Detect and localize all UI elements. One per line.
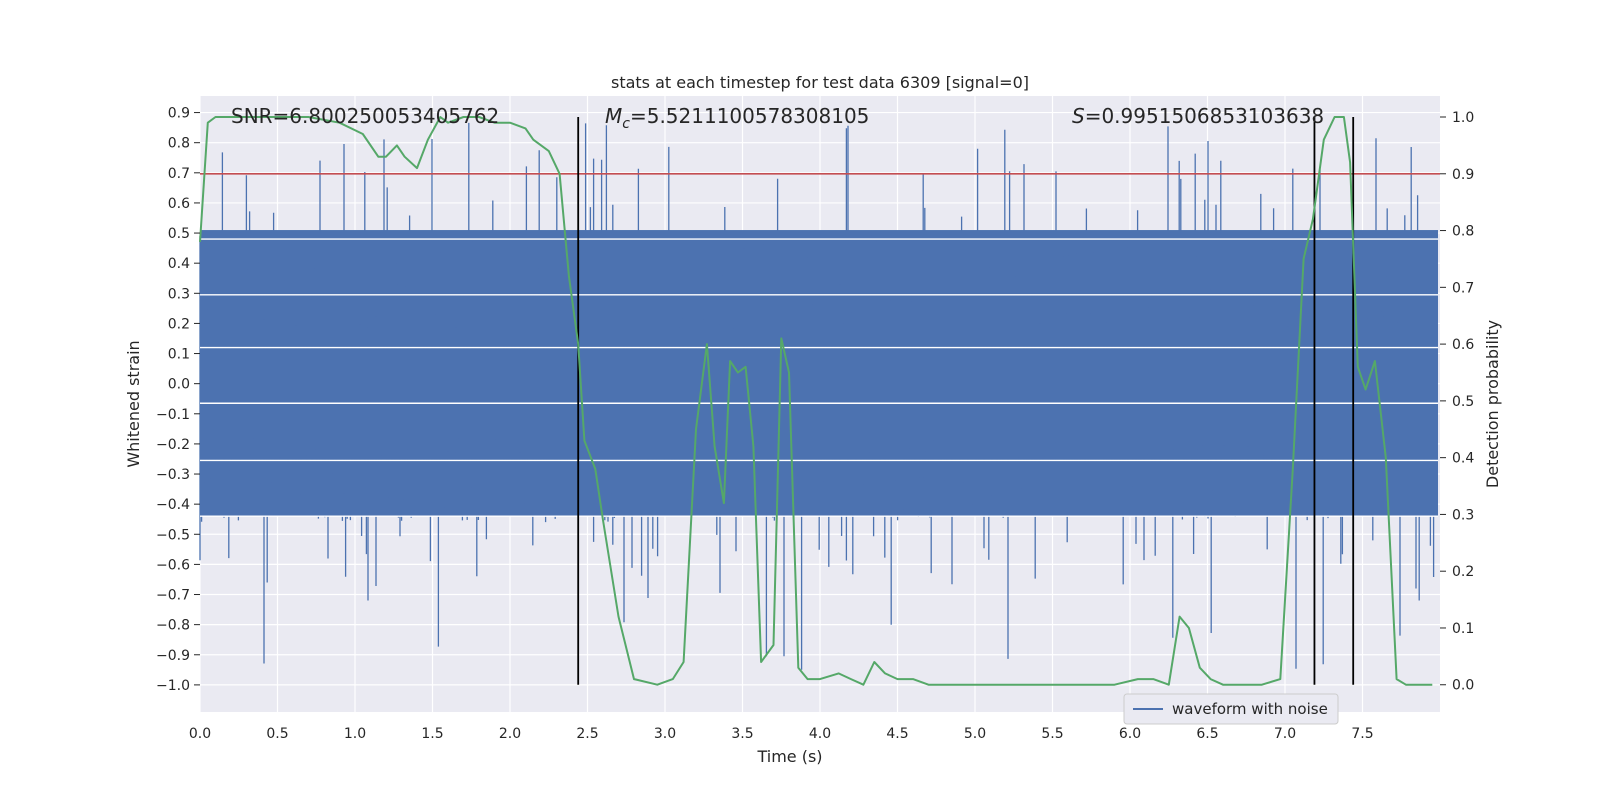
y-tick-label: 0.2	[168, 316, 190, 332]
y2-tick-label: 0.7	[1452, 280, 1474, 296]
y-tick-label: −0.1	[156, 407, 190, 423]
y2-tick-label: 0.4	[1452, 451, 1474, 467]
x-tick-label: 6.5	[1196, 726, 1218, 742]
mc-symbol: M	[605, 104, 622, 128]
probability-layer	[199, 116, 1433, 686]
y-tick-label: 0.9	[168, 106, 190, 122]
y2-tick-label: 0.0	[1452, 678, 1474, 694]
y-tick-label: 0.3	[168, 286, 190, 302]
y2-tick-label: 0.3	[1452, 507, 1474, 523]
x-tick-label: 6.0	[1119, 726, 1141, 742]
y-tick-label: 0.7	[168, 166, 190, 182]
y-axis-right: 1.0 0.9 0.8 0.7 0.6 0.5 0.4 0.3 0.2 0.1 0.0	[1440, 110, 1474, 694]
y-axis-left: 0.9 0.8 0.7 0.6 0.5 0.4 0.3 0.2 0.1 0.0 −0.1 −0.2 −0…	[156, 106, 200, 694]
x-tick-label: 2.0	[499, 726, 521, 742]
y-tick-label: −0.9	[156, 648, 190, 664]
x-axis: 0.0 0.5 1.0 1.5 2.0 2.5 3.0 3.5 4.0 4.5 5.0 5.5 6.0 6…	[189, 726, 1374, 742]
y2-tick-label: 0.5	[1452, 394, 1474, 410]
y-axis-title: Whitened strain	[124, 340, 143, 467]
y-tick-label: −0.4	[156, 497, 190, 513]
mc-value: =5.521110057830810​5	[630, 104, 869, 128]
y2-tick-label: 0.6	[1452, 337, 1474, 353]
y2-tick-label: 0.1	[1452, 621, 1474, 637]
waveform-series	[199, 122, 1438, 670]
y2-tick-label: 0.2	[1452, 564, 1474, 580]
y-tick-label: 0.8	[168, 136, 190, 152]
y-tick-label: −0.7	[156, 588, 190, 604]
x-axis-title: Time (s)	[756, 747, 822, 766]
y-tick-label: −0.8	[156, 618, 190, 634]
chart-title: stats at each timestep for test data 630…	[611, 73, 1029, 92]
x-tick-label: 4.5	[886, 726, 908, 742]
y-tick-label: −1.0	[156, 678, 190, 694]
y2-tick-label: 0.9	[1452, 167, 1474, 183]
probability-line	[199, 116, 1433, 686]
y-tick-label: −0.2	[156, 437, 190, 453]
y-tick-label: −0.6	[156, 557, 190, 573]
s-value: =0.9951506853103638	[1085, 104, 1324, 128]
x-tick-label: 7.0	[1274, 726, 1296, 742]
x-tick-label: 5.0	[964, 726, 986, 742]
y2-tick-label: 0.8	[1452, 224, 1474, 240]
x-tick-label: 1.5	[421, 726, 443, 742]
legend: waveform with noise	[1123, 693, 1339, 725]
y2-tick-label: 1.0	[1452, 110, 1474, 126]
y-tick-label: 0.6	[168, 196, 190, 212]
legend-box	[1123, 693, 1339, 725]
s-annotation: S=0.9951506853103638	[1072, 104, 1324, 128]
snr-annotation: SNR=6.800250053405762	[231, 104, 499, 128]
x-tick-label: 7.5	[1351, 726, 1373, 742]
mc-annotation: Mc=5.521110057830810​5	[605, 104, 869, 132]
x-tick-label: 4.0	[809, 726, 831, 742]
x-tick-label: 0.5	[266, 726, 288, 742]
y-tick-label: 0.1	[168, 347, 190, 363]
legend-label: waveform with noise	[1172, 700, 1328, 718]
x-tick-label: 1.0	[344, 726, 366, 742]
x-tick-label: 3.5	[731, 726, 753, 742]
y2-axis-title: Detection probability	[1483, 320, 1502, 488]
mc-subscript: c	[622, 116, 630, 132]
x-tick-label: 3.0	[654, 726, 676, 742]
y-tick-label: −0.5	[156, 527, 190, 543]
y-tick-label: 0.4	[168, 256, 190, 272]
y-tick-label: 0.0	[168, 377, 190, 393]
x-tick-label: 5.5	[1041, 726, 1063, 742]
y-tick-label: −0.3	[156, 467, 190, 483]
x-tick-label: 2.5	[576, 726, 598, 742]
x-tick-label: 0.0	[189, 726, 211, 742]
s-symbol: S	[1072, 104, 1085, 128]
y-tick-label: 0.5	[168, 226, 190, 242]
